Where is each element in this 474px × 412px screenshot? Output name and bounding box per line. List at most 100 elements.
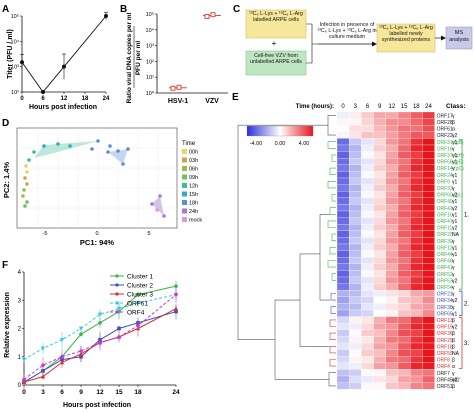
heatmap-cell (422, 177, 435, 185)
f-point (40, 374, 46, 379)
heatmap-cell (373, 309, 386, 317)
heatmap-cell (361, 138, 374, 146)
heatmap-cell (410, 342, 423, 350)
f-point (117, 326, 121, 331)
heatmap-cell (397, 230, 411, 238)
heatmap-cell (336, 329, 350, 337)
panel-b: B Ratio viral DNA copies per ml PFU per … (120, 4, 228, 105)
heatmap-cell (410, 243, 423, 251)
heatmap-cell (361, 270, 374, 278)
heatmap-cell (361, 309, 374, 317)
d-point (90, 147, 94, 151)
ms-analysis-text: MS analysis (449, 30, 469, 43)
b-category-label: VZV (205, 98, 219, 105)
a-y-tick-label: 10⁴ (11, 38, 20, 45)
d-point (158, 194, 162, 198)
heatmap-cell (410, 290, 423, 297)
f-series-line (23, 294, 177, 361)
f-point (136, 292, 140, 297)
heatmap-cell (397, 362, 411, 370)
heatmap-cell (385, 151, 399, 159)
panel-d-ylabel: PC2: 1.4% (2, 162, 11, 199)
heatmap-cell (361, 237, 374, 245)
cluster-bracket (459, 290, 463, 316)
heatmap-row-label: ORF47 (437, 219, 453, 225)
heatmap-cell (422, 309, 435, 317)
heatmap-time-tick: 0 (341, 104, 345, 110)
heatmap-class-label: γ (452, 285, 455, 291)
f-point (79, 332, 83, 336)
heatmap-cell (349, 243, 362, 251)
heatmap-time-ticks: 0 3 6 9 12 15 18 24 (341, 104, 432, 110)
heatmap-cell (361, 184, 374, 192)
infection-arrowhead (372, 41, 377, 47)
heatmap-cell (373, 362, 386, 370)
heatmap-cell (349, 290, 362, 297)
heatmap-time-tick: 9 (378, 104, 382, 110)
heatmap-cell (373, 191, 386, 198)
heatmap-cell (422, 217, 435, 225)
heatmap-cell (385, 303, 399, 311)
heatmap-row-label: ORF18 (437, 344, 453, 350)
heatmap-cell (410, 250, 423, 258)
heatmap-cell (422, 210, 435, 218)
heatmap-cell (385, 144, 399, 152)
labelled-cells-box (245, 9, 307, 39)
heatmap-cell (397, 316, 411, 324)
dendrogram-branch (274, 299, 329, 380)
heatmap-cell (349, 158, 362, 165)
f-point (97, 312, 103, 317)
heatmap-cell (349, 263, 362, 271)
heatmap-cell (410, 303, 423, 311)
heatmap-cell (336, 177, 350, 185)
d-point (106, 150, 110, 154)
heatmap-cell (422, 349, 435, 357)
heatmap-cell (349, 171, 362, 179)
heatmap-cell (336, 250, 350, 258)
heatmap-cell (422, 290, 435, 297)
heatmap-cell (373, 164, 386, 172)
d-legend-label: 03h (189, 158, 198, 164)
f-point (59, 354, 65, 360)
scale-max-label: 4.00 (299, 141, 310, 147)
heatmap-cell (361, 336, 374, 344)
heatmap-cell (349, 177, 362, 185)
panel-f-xlabel: Hours post infection (63, 402, 131, 409)
b-y-tick-label: 10² (146, 59, 154, 65)
heatmap-cell (373, 349, 386, 357)
d-legend-swatch (182, 157, 187, 163)
heatmap-cell (385, 342, 399, 350)
heatmap-cell (336, 349, 350, 357)
heatmap-cell (361, 316, 374, 324)
heatmap-cell (422, 138, 435, 146)
heatmap-cell (397, 184, 411, 192)
heatmap-row-label: ORF24 (437, 173, 453, 179)
heatmap-class-label: γ2 (452, 133, 458, 139)
heatmap-cell (336, 204, 350, 212)
d-legend-swatch (182, 149, 187, 154)
heatmap-cells (336, 111, 435, 390)
heatmap-cell (422, 144, 435, 152)
f-legend-marker (115, 274, 119, 278)
dendrogram-branch (327, 141, 336, 149)
heatmap-class-label: β (452, 344, 455, 350)
heatmap-cell (422, 125, 435, 132)
heatmap-cell (336, 224, 350, 231)
heatmap-cell (349, 283, 362, 291)
heatmap-cell (349, 237, 362, 245)
heatmap-row-label: ORF17 (437, 113, 453, 119)
heatmap-time-tick: 18 (413, 104, 420, 110)
dendrogram-branch (331, 233, 336, 241)
heatmap-cell (373, 111, 386, 119)
heatmap-cell (422, 303, 435, 311)
heatmap-class-label: β (452, 318, 455, 324)
heatmap-cell (361, 125, 374, 132)
heatmap-cell (397, 369, 411, 377)
heatmap-cell (336, 323, 350, 330)
heatmap-cell (336, 369, 350, 377)
heatmap-cell (422, 356, 435, 363)
heatmap-cell (410, 144, 423, 152)
heatmap-cell (336, 237, 350, 245)
cluster-label: 1. (464, 212, 469, 218)
